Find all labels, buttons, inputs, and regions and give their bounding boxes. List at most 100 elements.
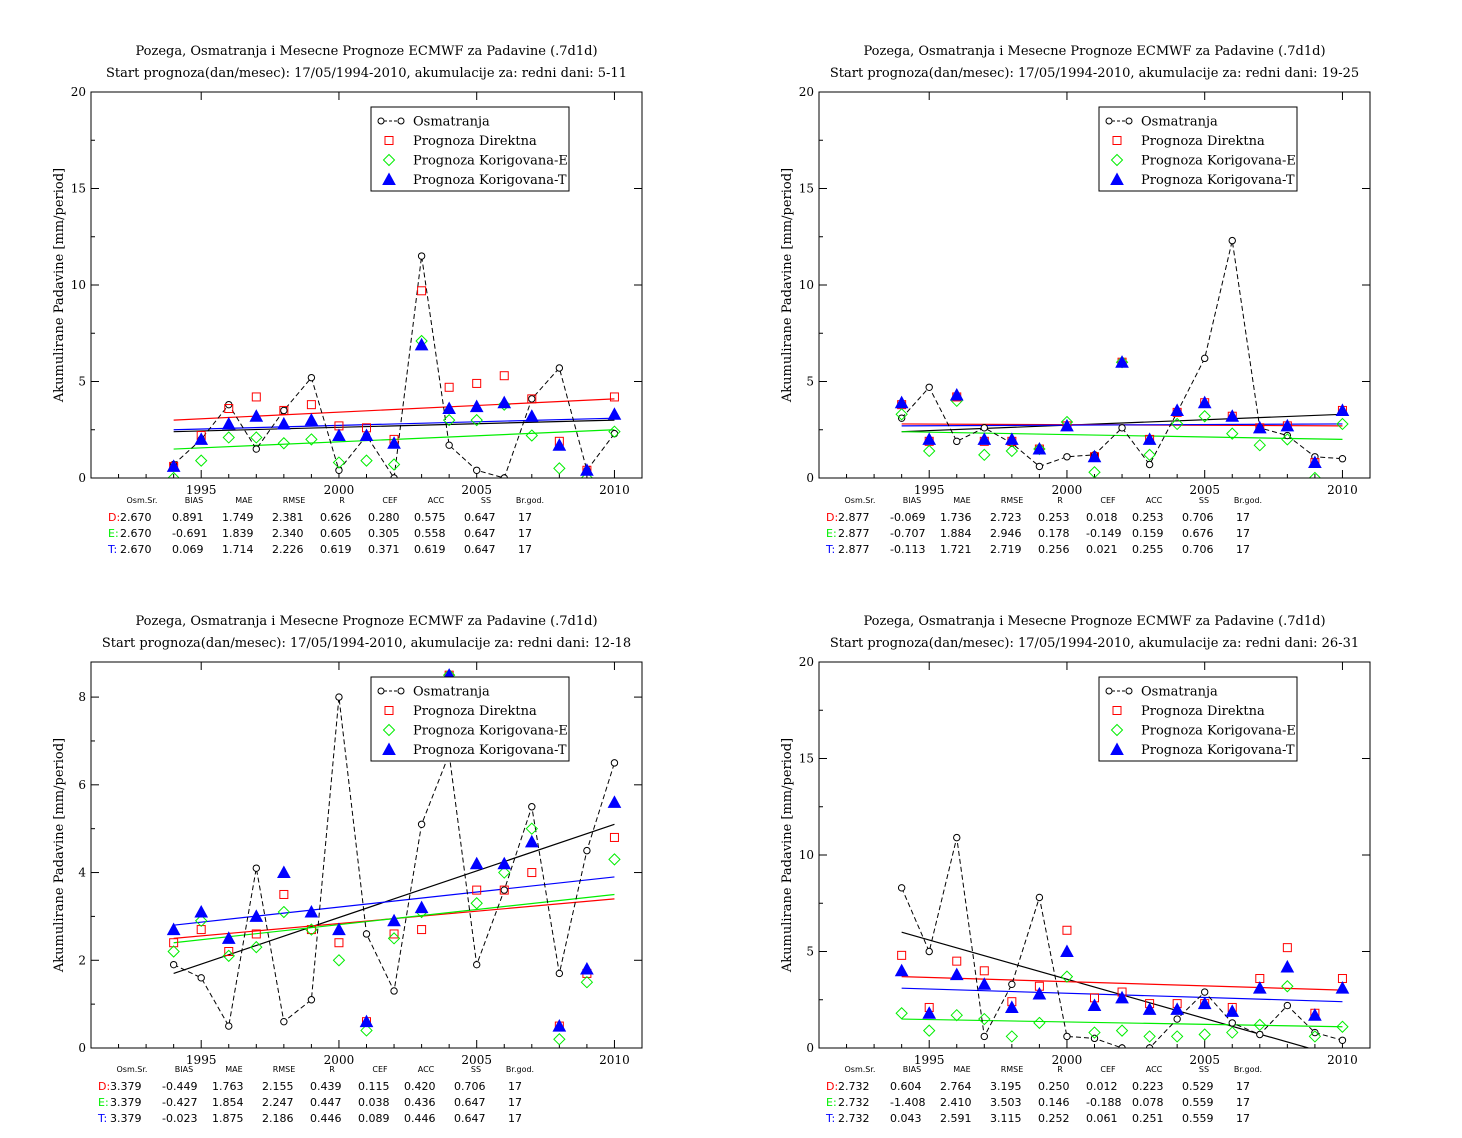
point-corr-e: [1336, 1020, 1349, 1033]
stats-cell: 0.439: [310, 1080, 342, 1093]
stats-cell: 1.763: [212, 1080, 244, 1093]
point-direct: [196, 925, 206, 935]
y-tick-label: 0: [78, 471, 86, 485]
point-obs: [1145, 460, 1154, 469]
stats-cell: 0.706: [1182, 511, 1214, 524]
point-direct: [897, 950, 907, 960]
legend-label-direct: Prognoza Direktna: [413, 704, 537, 719]
point-obs: [197, 974, 205, 982]
stats-cell: 0.647: [464, 543, 496, 556]
stats-cell: 2.155: [262, 1080, 294, 1093]
point-corr-t: [1252, 981, 1267, 994]
point-corr-t: [249, 909, 264, 922]
point-corr-t: [194, 904, 209, 918]
stats-cell: 0.043: [890, 1112, 922, 1125]
legend-marker-obs: [377, 687, 385, 695]
stats-cell: 1.721: [940, 543, 972, 556]
x-tick-label: 2005: [461, 483, 492, 497]
stats-cell: 2.946: [990, 527, 1022, 540]
chart-subtitle: Start prognoza(dan/mesec): 17/05/1994-20…: [830, 66, 1359, 81]
x-tick-label: 2000: [1052, 483, 1083, 497]
stats-cell: 0.706: [1182, 543, 1214, 556]
stats-cell: 2.186: [262, 1112, 294, 1125]
stats-row-label: D:: [826, 1080, 838, 1093]
legend-marker-corr-e: [382, 153, 396, 167]
y-tick-label: 20: [71, 85, 86, 99]
stats-cell: 0.223: [1132, 1080, 1164, 1093]
point-direct: [499, 371, 509, 381]
point-obs: [362, 930, 371, 938]
y-tick-label: 10: [799, 848, 814, 862]
point-obs: [980, 424, 988, 432]
stats-cell: 2.670: [120, 527, 152, 540]
point-corr-t: [1252, 420, 1267, 434]
stats-cell: 2.591: [940, 1112, 972, 1125]
y-axis-label: Akumulirane Padavine [mm/period]: [52, 738, 67, 973]
stats-cell: 0.253: [1132, 511, 1164, 524]
point-corr-t: [332, 922, 346, 936]
point-corr-e: [895, 408, 908, 421]
trend-line-direct: [173, 398, 615, 421]
point-direct: [609, 832, 619, 842]
point-obs: [1201, 988, 1209, 996]
legend-marker-obs: [397, 687, 405, 695]
point-corr-t: [977, 977, 992, 990]
trend-line-corr-t: [173, 876, 615, 926]
stats-cell: 3.115: [990, 1112, 1022, 1125]
point-corr-e: [387, 932, 401, 945]
point-direct: [224, 404, 234, 414]
stats-cell: 17: [508, 1112, 522, 1125]
point-obs: [445, 441, 453, 449]
plot-frame: [818, 91, 1371, 479]
point-obs: [280, 1017, 288, 1026]
stats-header-cell: CEF: [382, 496, 398, 505]
point-corr-t: [977, 432, 992, 445]
legend-marker-corr-e: [1110, 723, 1124, 737]
stats-cell: 0.529: [1182, 1080, 1214, 1093]
point-corr-e: [1115, 1024, 1129, 1037]
stats-header-cell: CEF: [372, 1065, 388, 1074]
point-corr-t: [277, 865, 291, 879]
stats-header-cell: R: [339, 496, 345, 505]
legend-label-obs: Osmatranja: [1141, 685, 1218, 700]
point-obs: [897, 414, 906, 422]
stats-cell: 17: [518, 511, 532, 524]
point-corr-e: [360, 1024, 373, 1037]
point-direct: [306, 925, 316, 935]
point-corr-t: [1142, 1002, 1157, 1015]
stats-cell: 0.253: [1038, 511, 1070, 524]
point-corr-t: [469, 856, 484, 870]
point-corr-e: [277, 905, 291, 919]
point-direct: [334, 938, 344, 948]
x-tick-label: 2010: [1327, 483, 1358, 497]
point-corr-e: [895, 1007, 908, 1020]
point-corr-e: [1033, 1016, 1046, 1030]
stats-table: Osm.Sr. BIAS MAE RMSE R CEF ACC SS Br.god.D: 2.73…: [825, 1065, 1262, 1125]
x-tick-label: 2010: [599, 483, 630, 497]
stats-cell: -0.149: [1086, 527, 1121, 540]
stats-cell: 2.247: [262, 1096, 294, 1109]
stats-cell: 0.146: [1038, 1096, 1070, 1109]
trend-line-corr-e: [901, 431, 1343, 440]
stats-header-cell: ACC: [1146, 496, 1163, 505]
point-corr-e: [167, 945, 180, 958]
point-obs: [925, 947, 933, 956]
point-obs: [1035, 893, 1044, 902]
trend-line-obs: [901, 413, 1343, 433]
point-corr-e: [442, 413, 456, 427]
point-corr-t: [1225, 409, 1240, 422]
point-corr-e: [1198, 410, 1211, 423]
plot-area: [166, 252, 622, 478]
point-corr-e: [1198, 1028, 1211, 1041]
point-corr-t: [1087, 998, 1102, 1012]
point-corr-e: [608, 853, 621, 866]
point-obs: [555, 364, 564, 372]
stats-row-label: D:: [826, 511, 838, 524]
point-direct: [499, 885, 509, 895]
point-obs: [610, 759, 619, 767]
point-corr-t: [552, 438, 567, 451]
stats-cell: 17: [518, 527, 532, 540]
point-corr-t: [221, 931, 236, 944]
stats-cell: 0.558: [414, 527, 446, 540]
stats-header-cell: BIAS: [903, 1065, 921, 1074]
